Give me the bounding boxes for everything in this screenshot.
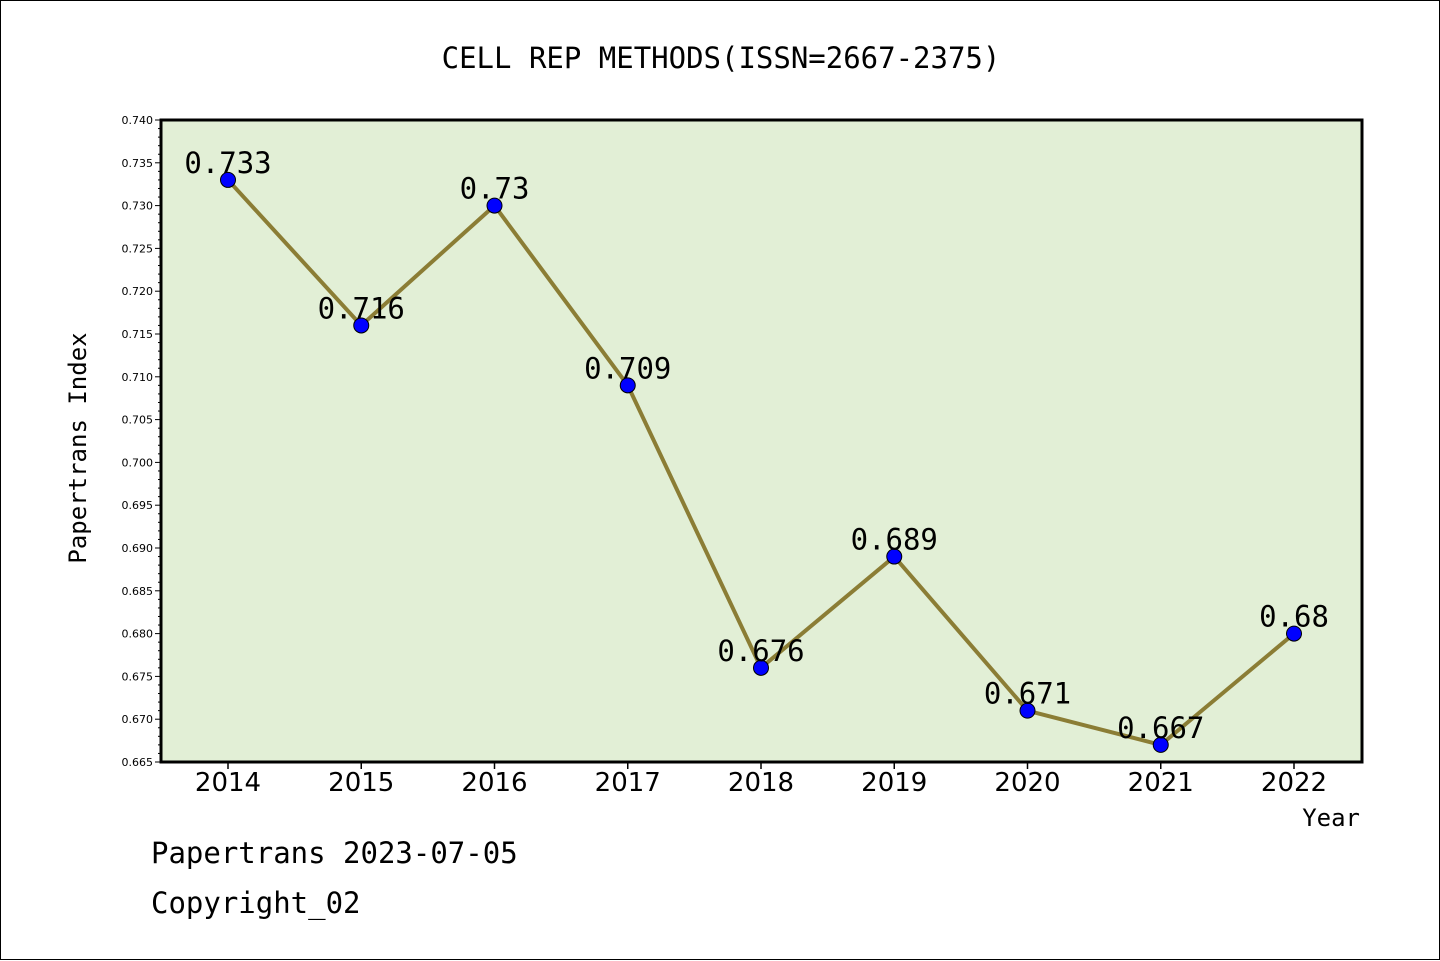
y-tick-label: 0.730	[122, 200, 154, 213]
data-point	[1019, 702, 1036, 719]
x-axis-label: Year	[1302, 804, 1360, 832]
data-point	[619, 377, 636, 394]
x-tick-label: 2018	[728, 768, 794, 798]
data-point	[486, 197, 503, 214]
y-tick-label: 0.665	[122, 756, 154, 769]
data-point	[753, 659, 769, 676]
y-tick-label: 0.710	[122, 371, 154, 384]
y-tick-label: 0.705	[122, 414, 154, 427]
y-tick-label: 0.700	[122, 456, 154, 469]
y-tick-label: 0.720	[122, 285, 154, 298]
y-tick-label: 0.725	[122, 242, 154, 255]
data-label: 0.716	[318, 291, 405, 325]
data-label: 0.733	[184, 146, 271, 180]
footer-date: Papertrans 2023-07-05	[151, 836, 518, 870]
x-tick-label: 2017	[595, 768, 661, 798]
y-tick-label: 0.675	[122, 670, 154, 683]
y-axis-label: Papertrans Index	[64, 332, 92, 563]
y-tick-label: 0.670	[122, 713, 154, 726]
y-tick-label: 0.680	[122, 628, 154, 641]
data-point	[886, 548, 903, 565]
x-tick-label: 2015	[328, 768, 394, 798]
data-label: 0.709	[584, 351, 671, 385]
x-tick-label: 2020	[994, 768, 1060, 798]
data-label: 0.689	[851, 523, 938, 557]
data-point	[1286, 625, 1302, 642]
data-point	[1152, 736, 1169, 753]
plot-area	[161, 120, 1362, 762]
data-point	[353, 317, 370, 334]
x-tick-label: 2014	[195, 768, 261, 798]
data-label: 0.68	[1259, 600, 1329, 634]
x-tick-label: 2021	[1128, 768, 1194, 798]
y-tick-label: 0.715	[122, 328, 154, 341]
data-label: 0.73	[460, 172, 530, 206]
y-tick-label: 0.695	[122, 499, 154, 512]
y-tick-label: 0.690	[122, 542, 154, 555]
data-label: 0.671	[984, 677, 1071, 711]
y-tick-label: 0.735	[122, 157, 154, 170]
plot-frame	[159, 118, 1364, 764]
data-label: 0.676	[717, 634, 804, 668]
data-point	[220, 171, 236, 188]
y-tick-label: 0.740	[122, 114, 154, 127]
x-tick-label: 2016	[461, 768, 527, 798]
x-tick-label: 2022	[1261, 768, 1327, 798]
data-label: 0.667	[1117, 711, 1204, 745]
y-tick-label: 0.685	[122, 585, 154, 598]
x-tick-label: 2019	[861, 768, 927, 798]
footer-copyright: Copyright_02	[151, 886, 361, 920]
chart-title: CELL REP METHODS(ISSN=2667-2375)	[442, 41, 1001, 75]
